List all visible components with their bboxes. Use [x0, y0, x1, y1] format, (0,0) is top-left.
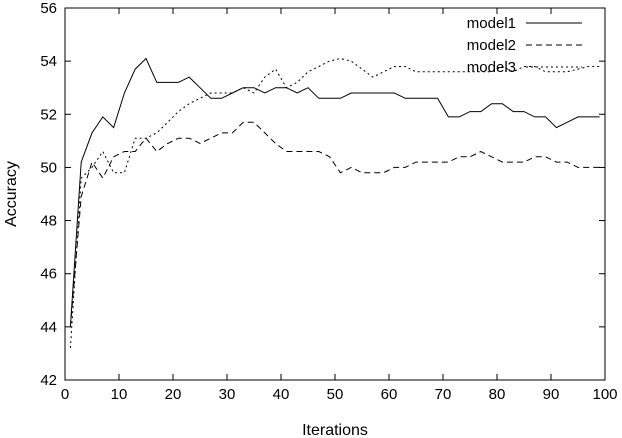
x-tick-label: 90: [543, 386, 560, 403]
y-tick-label: 46: [40, 266, 57, 283]
y-tick-label: 48: [40, 213, 57, 230]
axis-ticks: 0 10 20 30 40 50 60 70 80 90 100 42 44 46 48 50 52 54 56: [40, 0, 617, 403]
plot-frame: [64, 7, 606, 381]
y-tick-label: 44: [40, 319, 57, 336]
y-tick-label: 56: [40, 0, 57, 17]
x-tick-label: 60: [381, 386, 398, 403]
y-tick-label: 50: [40, 159, 57, 176]
x-tick-label: 80: [489, 386, 506, 403]
series-line-model1: [69, 57, 600, 327]
legend-label-model3: model3: [467, 59, 516, 76]
x-tick-label: 10: [111, 386, 128, 403]
x-tick-label: 100: [592, 386, 617, 403]
x-tick-label: 70: [435, 386, 452, 403]
y-tick-label: 42: [40, 372, 57, 389]
y-tick-label: 54: [40, 53, 57, 70]
series-line-model2: [69, 121, 600, 327]
x-tick-label: 0: [61, 386, 69, 403]
legend-label-model2: model2: [467, 37, 516, 54]
y-axis-label: Accuracy: [3, 161, 20, 227]
series-line-model3: [69, 57, 600, 349]
x-axis-label: Iterations: [302, 422, 368, 438]
series-lines: [69, 57, 600, 349]
x-tick-label: 50: [327, 386, 344, 403]
x-tick-label: 30: [219, 386, 236, 403]
y-tick-label: 52: [40, 106, 57, 123]
x-tick-label: 40: [273, 386, 290, 403]
legend: model1 model2 model3: [467, 15, 582, 76]
legend-label-model1: model1: [467, 15, 516, 32]
x-tick-label: 20: [165, 386, 182, 403]
